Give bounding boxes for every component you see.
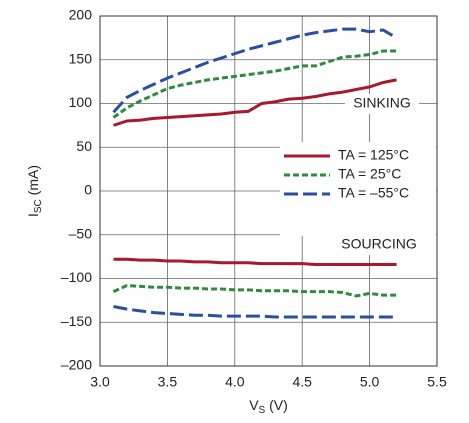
y-axis-label: ISC (mA) (25, 165, 44, 217)
x-axis-label-part: V (249, 397, 259, 413)
annotation-bg (334, 235, 424, 255)
series-line (113, 78, 397, 127)
x-tick-label: 5.5 (427, 374, 447, 390)
y-axis-label-part: I (25, 213, 41, 217)
x-axis-label-part: S (259, 405, 266, 416)
x-tick-label: 3.5 (158, 374, 178, 390)
annotation: SOURCING (341, 236, 416, 252)
x-tick-label: 4.5 (292, 374, 312, 390)
y-tick-label: 0 (84, 182, 92, 198)
series-line (112, 49, 397, 119)
y-tick-label: –50 (69, 225, 93, 241)
y-axis-label-part: SC (33, 199, 44, 213)
annotation: SINKING (353, 95, 411, 111)
series-line (112, 283, 397, 298)
x-tick-label: 3.0 (90, 374, 110, 390)
y-tick-label: –150 (61, 313, 92, 329)
x-axis-label: VS (V) (249, 397, 288, 416)
plot-frame (99, 15, 438, 367)
annotation-bg (345, 94, 419, 114)
y-axis-label-part: (mA) (25, 165, 41, 199)
y-tick-label: 100 (69, 94, 93, 110)
x-tick-label: 5.0 (360, 374, 380, 390)
legend-bg (280, 142, 436, 236)
y-tick-label: 50 (76, 138, 92, 154)
x-axis-label-part: (V) (265, 397, 288, 413)
y-tick-label: –100 (61, 269, 92, 285)
legend-label: TA = 125°C (338, 147, 409, 163)
y-tick-label: 150 (69, 50, 93, 66)
series-line (112, 27, 398, 114)
legend-label: TA = –55°C (338, 185, 409, 201)
series-line (113, 305, 397, 319)
series-line (113, 257, 397, 266)
y-tick-label: 200 (69, 7, 93, 23)
y-tick-label: –200 (61, 357, 92, 373)
legend-label: TA = 25°C (338, 166, 401, 182)
x-tick-label: 4.0 (225, 374, 245, 390)
